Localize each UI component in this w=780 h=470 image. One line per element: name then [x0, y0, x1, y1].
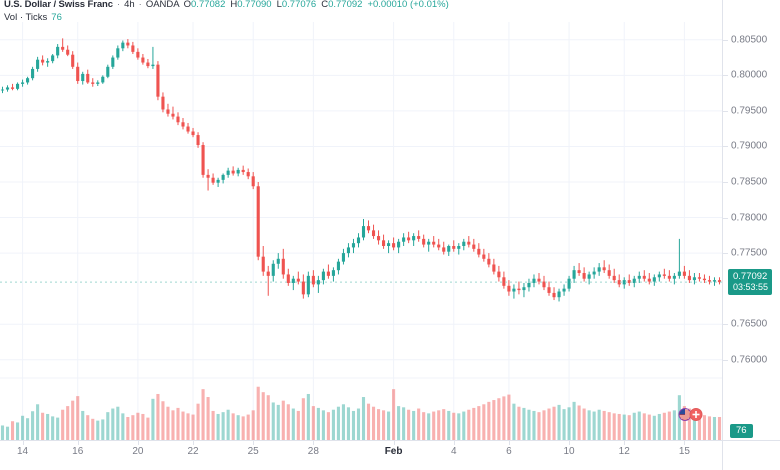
time-axis-tick-mark [137, 441, 139, 445]
ohlc-low-label: L [276, 0, 282, 10]
time-axis-tick: 28 [307, 446, 319, 457]
price-axis-tick: 0.78000 [731, 212, 768, 224]
price-axis-tick: 0.76000 [731, 354, 768, 366]
price-axis-tick: 0.80000 [731, 69, 768, 81]
ohlc-close-label: C [321, 0, 329, 10]
price-axis-tick: 0.78500 [731, 176, 768, 188]
time-axis-tick: Feb [384, 446, 403, 457]
price-axis-tick-mark [723, 146, 728, 148]
price-axis-tick-mark [723, 217, 728, 219]
price-axis-tick: 0.76500 [731, 318, 768, 330]
ohlc-close: C0.77092 [321, 0, 362, 11]
time-axis-tick: 14 [17, 446, 29, 457]
time-axis-tick: 4 [450, 446, 457, 457]
exchange-label[interactable]: OANDA [145, 0, 180, 10]
candlestick-series [0, 38, 722, 440]
current-price-badge[interactable]: 0.77092 03:53:55 [728, 269, 773, 296]
price-axis-tick: 0.79500 [731, 105, 768, 117]
time-axis-tick: 10 [563, 446, 575, 457]
symbol-legend-row[interactable]: U.S. Dollar / Swiss Franc · 4h · OANDA O… [4, 0, 449, 11]
time-axis-tick-mark [193, 441, 195, 445]
current-price-value: 0.77092 [733, 271, 768, 283]
symbol-title[interactable]: U.S. Dollar / Swiss Franc [4, 0, 113, 10]
ohlc-group: O0.77082 H0.77090 L0.77076 C0.77092 +0.0… [184, 0, 449, 11]
time-axis-tick-mark [624, 441, 626, 445]
axis-corner [722, 440, 780, 470]
time-axis-tick: 16 [72, 446, 84, 457]
time-axis-tick-mark [453, 441, 455, 445]
price-axis[interactable]: 0.80500 0.80000 0.79500 0.79000 0.78500 0.780… [722, 0, 780, 440]
time-axis-tick: 12 [618, 446, 630, 457]
price-axis-tick: 0.80500 [731, 34, 768, 46]
price-axis-tick-mark [723, 75, 728, 77]
ohlc-high: H0.77090 [230, 0, 271, 11]
time-axis-tick-mark [77, 441, 79, 445]
ohlc-close-value: 0.77092 [328, 0, 363, 10]
ohlc-low: L0.77076 [277, 0, 317, 11]
time-axis-tick-mark [508, 441, 510, 445]
time-axis-tick-mark [684, 441, 686, 445]
ohlc-low-value: 0.77076 [281, 0, 317, 10]
price-axis-tick: 0.77500 [731, 247, 768, 259]
ohlc-open: O0.77082 [184, 0, 226, 11]
time-axis-tick-mark [393, 441, 395, 445]
time-axis-tick: 20 [132, 446, 144, 457]
interval-label[interactable]: 4h [124, 0, 135, 10]
time-axis-tick-mark [313, 441, 315, 445]
economic-event-icon[interactable] [676, 407, 706, 422]
price-axis-tick-mark [723, 253, 728, 255]
bar-countdown: 03:53:55 [733, 282, 769, 293]
time-axis-tick: 22 [187, 446, 199, 457]
legend-separator-1: · [116, 0, 121, 10]
time-axis-tick: 25 [247, 446, 259, 457]
price-axis-tick: 0.79000 [731, 140, 768, 152]
ohlc-high-value: 0.77090 [237, 0, 272, 10]
ohlc-open-label: O [183, 0, 192, 10]
time-axis-tick: 6 [506, 446, 512, 457]
time-axis-tick: 15 [678, 446, 690, 457]
time-axis[interactable]: 141620222528Feb4610121518 [0, 440, 745, 470]
chart-legend: U.S. Dollar / Swiss Franc · 4h · OANDA O… [4, 0, 449, 24]
volume-value-badge[interactable]: 76 [730, 423, 753, 438]
ohlc-high-label: H [230, 0, 238, 10]
chart-plot-area[interactable] [0, 22, 722, 440]
price-axis-tick-mark [723, 324, 728, 326]
price-axis-tick-mark [723, 182, 728, 183]
time-axis-tick-mark [569, 441, 571, 445]
time-axis-tick-mark [253, 441, 255, 445]
price-change: +0.00010 (+0.01%) [367, 0, 449, 10]
legend-separator-2: · [138, 0, 142, 10]
chart-gridlines [0, 22, 722, 440]
price-axis-tick-mark [723, 110, 728, 112]
ohlc-open-value: 0.77082 [191, 0, 226, 10]
time-axis-tick-mark [22, 441, 24, 445]
price-axis-tick-mark [723, 359, 728, 361]
price-axis-tick-mark [723, 39, 728, 41]
